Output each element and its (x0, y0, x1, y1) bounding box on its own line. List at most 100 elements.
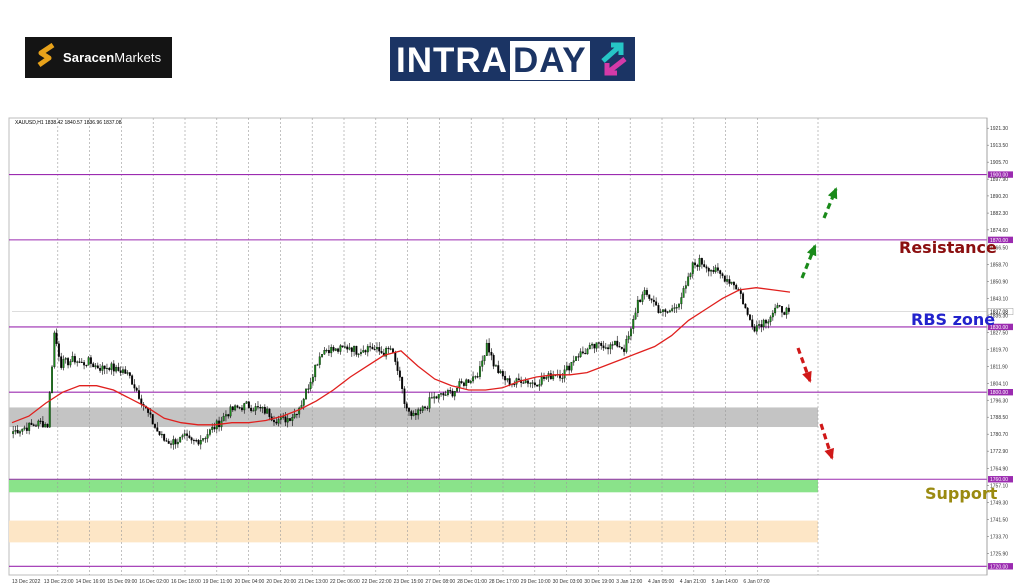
candle-body (435, 396, 438, 399)
candle-body (691, 262, 694, 274)
y-tick-label: 1780.70 (990, 432, 1008, 438)
x-tick-label: 22 Dec 06:00 (330, 579, 360, 585)
candle-body (474, 376, 477, 378)
candle-body (728, 279, 731, 284)
candle-body (433, 396, 436, 399)
candle-body (25, 427, 28, 431)
candle-body (238, 407, 241, 409)
candle-body (222, 415, 225, 422)
y-tick-label: 1725.90 (990, 551, 1008, 557)
moving-average-line (11, 287, 791, 426)
candle-body (781, 306, 783, 313)
candle-body (774, 307, 777, 314)
candle-body (213, 426, 216, 430)
candle-body (570, 361, 573, 371)
candle-body (568, 365, 571, 371)
candle-body (716, 267, 719, 271)
intraday-arrows-icon (601, 42, 627, 76)
candle-body (279, 417, 282, 420)
candle-body (465, 379, 468, 386)
current-price-tag (987, 308, 1014, 315)
candle-body (623, 348, 626, 352)
candle-body (735, 284, 738, 290)
candle-body (394, 352, 397, 362)
x-tick-label: 14 Dec 16:00 (76, 579, 106, 585)
candle-body (71, 356, 74, 362)
candle-body (538, 384, 541, 387)
saracen-markets-logo: SaracenMarkets (25, 37, 172, 78)
candle-body (595, 342, 598, 349)
candle-body (449, 390, 452, 392)
candle-body (678, 303, 680, 308)
candle-body (236, 405, 239, 408)
candle-body (517, 378, 520, 381)
y-tick-label: 1890.20 (990, 194, 1008, 200)
candle-body (67, 358, 70, 366)
candle-body (504, 375, 507, 381)
bullish-arrow-near (800, 245, 817, 279)
candle-body (664, 309, 667, 312)
candle-body (119, 370, 122, 373)
y-tick-label: 1764.90 (990, 467, 1008, 473)
candle-body (476, 376, 479, 378)
candle-body (634, 312, 637, 320)
y-tick-label: 1757.10 (990, 484, 1008, 490)
candle-body (481, 360, 484, 367)
candle-body (437, 394, 440, 399)
candle-body (311, 376, 314, 383)
candle-body (430, 397, 433, 399)
candle-body (261, 406, 264, 409)
candle-body (524, 380, 527, 383)
candle-body (771, 312, 774, 318)
candle-body (14, 429, 17, 432)
candle-body (495, 365, 497, 367)
level-price-label: 1800.00 (990, 390, 1008, 396)
candle-body (758, 324, 761, 326)
candle-body (659, 311, 662, 313)
candle-body (682, 288, 685, 298)
level-price-tag (988, 236, 1013, 244)
candle-body (192, 439, 195, 442)
candle-body (208, 429, 211, 435)
candle-body (87, 357, 90, 366)
candle-body (522, 382, 525, 384)
candle-body (403, 388, 406, 404)
y-tick-label: 1874.60 (990, 228, 1008, 234)
candle-body (714, 267, 717, 272)
candle-body (627, 335, 630, 340)
candle-body (165, 440, 168, 442)
candle-body (302, 398, 305, 406)
candle-body (366, 346, 369, 353)
candle-body (32, 424, 35, 426)
candle-body (705, 266, 708, 269)
candle-body (115, 366, 118, 372)
candle-body (176, 441, 179, 445)
candle-body (163, 434, 166, 441)
y-tick-label: 1788.50 (990, 415, 1008, 421)
y-tick-label: 1749.30 (990, 501, 1008, 507)
level-price-tag (988, 563, 1013, 570)
candle-body (252, 410, 255, 412)
candle-body (572, 360, 575, 363)
candle-body (712, 270, 715, 272)
candle-body (650, 298, 653, 301)
candle-body (508, 378, 511, 385)
candle-body (268, 408, 271, 417)
candle-body (561, 377, 564, 379)
zone-grey (9, 407, 818, 428)
candle-body (126, 372, 129, 374)
candle-body (751, 319, 754, 327)
candle-body (600, 342, 603, 346)
candle-body (732, 281, 735, 286)
candle-body (675, 307, 678, 309)
y-tick-label: 1741.50 (990, 518, 1008, 524)
zone-peach (9, 520, 818, 543)
candle-body (179, 436, 182, 443)
bullish-arrow-far-head (827, 187, 838, 200)
x-tick-label: 4 Jan 05:00 (648, 579, 674, 585)
level-price-tag (988, 476, 1013, 483)
y-tick-label: 1811.90 (990, 364, 1008, 370)
candle-body (778, 305, 781, 307)
candle-body (444, 394, 447, 396)
